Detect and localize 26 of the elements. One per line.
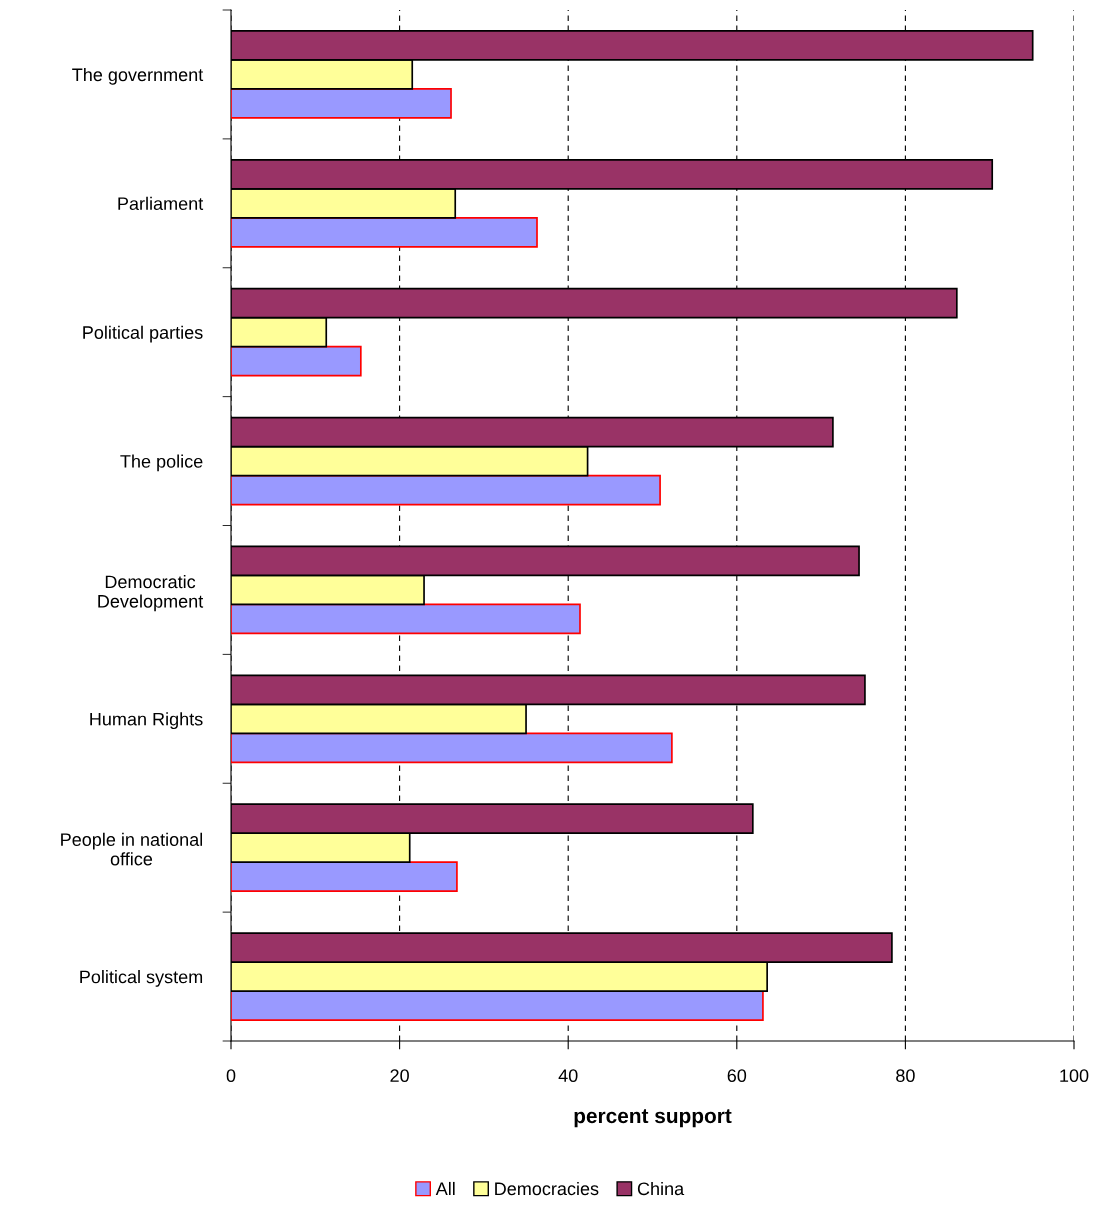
x-tick-label: 20 <box>390 1069 409 1083</box>
x-tick-label: 80 <box>896 1069 915 1083</box>
bar <box>231 732 673 764</box>
bar <box>231 88 452 119</box>
x-tick-label: 100 <box>1060 1069 1089 1083</box>
y-tick-label: Human Rights <box>90 712 203 730</box>
y-tick-label: The government <box>72 67 204 85</box>
x-tick-label: 0 <box>226 1069 236 1083</box>
bar <box>231 474 661 506</box>
bar <box>231 216 538 248</box>
x-tick-label: 60 <box>727 1069 747 1083</box>
x-axis-title: percent support <box>574 1109 732 1128</box>
y-tick-label: The police <box>120 454 203 472</box>
bar <box>231 861 458 893</box>
x-tick-label: 40 <box>558 1069 578 1083</box>
bar <box>231 345 362 377</box>
bar <box>231 603 581 635</box>
legend-label: Democracies <box>495 1181 599 1196</box>
y-tick-label: People in national office <box>61 832 203 866</box>
y-tick-label: Democratic Development <box>98 574 204 612</box>
legend-label: China <box>637 1181 685 1196</box>
legend-label: All <box>435 1181 455 1195</box>
y-tick-label: Political parties <box>83 325 203 343</box>
y-tick-label: Political system <box>80 970 203 987</box>
bar <box>231 990 764 1021</box>
y-tick-label: Parliament <box>118 196 204 211</box>
